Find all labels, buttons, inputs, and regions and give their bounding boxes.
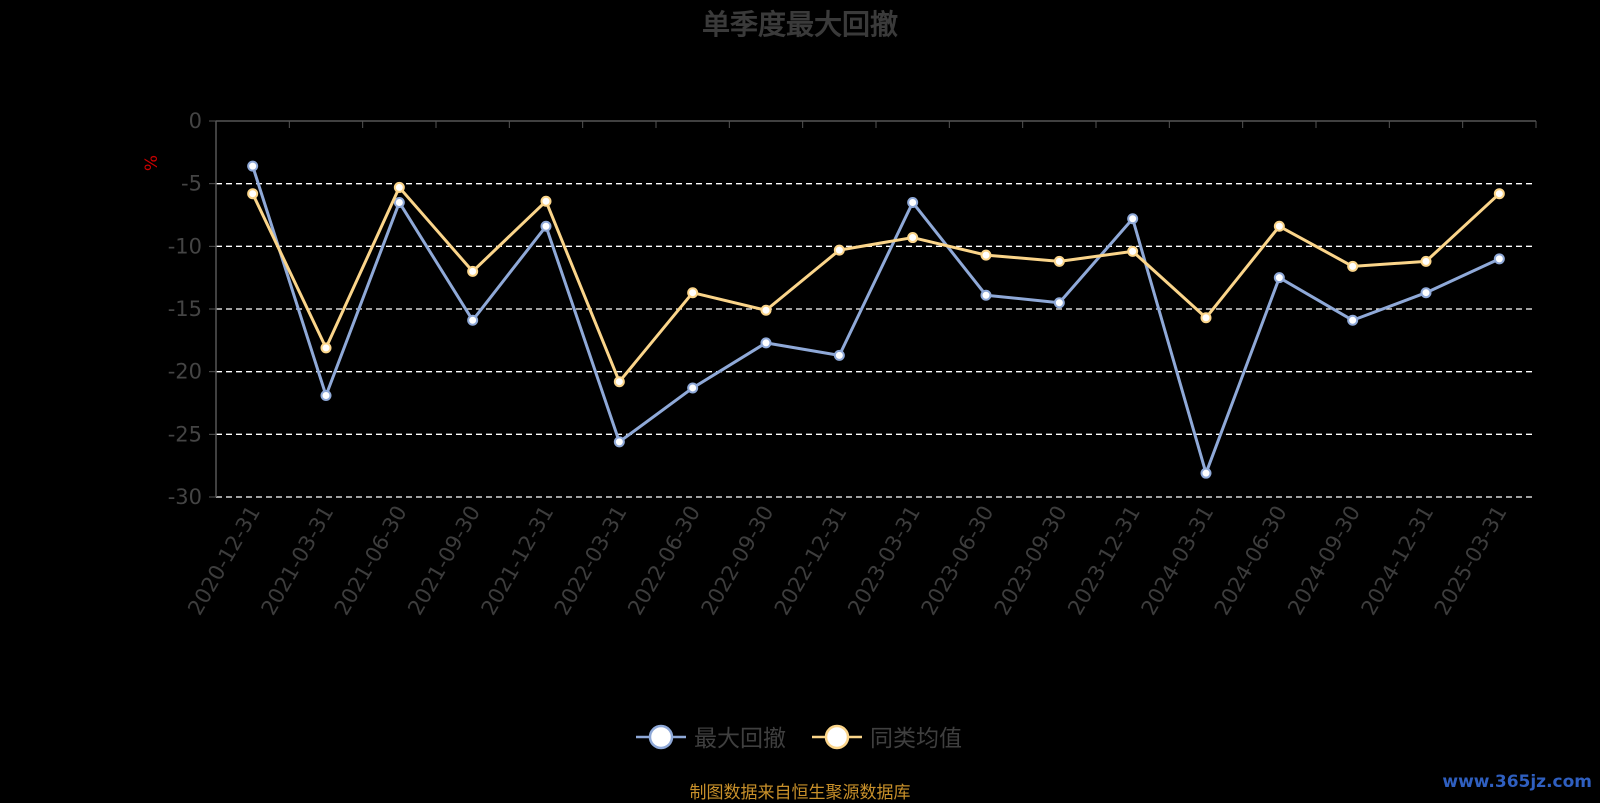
data-point: [393, 181, 405, 193]
series-line: [251, 185, 1501, 384]
data-source-note: 制图数据来自恒生聚源数据库: [689, 783, 911, 803]
data-point: [1493, 188, 1505, 200]
data-point: [833, 349, 845, 361]
series-layer: [247, 160, 1505, 479]
x-tick-label: 2021-09-30: [403, 502, 485, 620]
y-tick-label: 0: [189, 109, 202, 133]
data-point: [320, 342, 332, 354]
data-point: [1273, 272, 1285, 284]
data-point: [540, 195, 552, 207]
data-point: [393, 196, 405, 208]
x-tick-label: 2023-03-31: [843, 502, 925, 620]
data-point: [1200, 312, 1212, 324]
data-point: [1053, 297, 1065, 309]
data-point: [320, 389, 332, 401]
x-tick-label: 2022-03-31: [550, 502, 632, 620]
x-tick-label: 2021-12-31: [477, 502, 559, 620]
y-tick-label: -30: [168, 485, 202, 509]
y-tick-label: -20: [168, 360, 202, 384]
x-tick-label: 2023-12-31: [1063, 502, 1145, 620]
x-tick-label: 2024-03-31: [1137, 502, 1219, 620]
x-tick-label: 2024-09-30: [1283, 502, 1365, 620]
y-tick-label: -5: [181, 172, 202, 196]
data-point: [1127, 213, 1139, 225]
data-point: [980, 249, 992, 261]
x-tick-label: 2023-06-30: [917, 502, 999, 620]
chart-title: 单季度最大回撤: [702, 8, 898, 41]
legend-label: 同类均值: [870, 726, 962, 752]
data-point: [980, 289, 992, 301]
data-point: [467, 314, 479, 326]
data-point: [467, 265, 479, 277]
legend-label: 最大回撤: [694, 726, 786, 752]
x-tick-label: 2024-12-31: [1357, 502, 1439, 620]
data-point: [540, 220, 552, 232]
grid-lines: [216, 183, 1536, 498]
y-axis-unit: %: [142, 155, 162, 171]
data-point: [687, 382, 699, 394]
data-point: [613, 376, 625, 388]
data-point: [907, 232, 919, 244]
data-point: [907, 196, 919, 208]
y-axis-ticks: 0 -5 -10 -15 -20 -25 -30: [168, 109, 216, 509]
x-tick-label: 2024-06-30: [1210, 502, 1292, 620]
data-point: [760, 304, 772, 316]
x-tick-label: 2021-06-30: [330, 502, 412, 620]
legend-marker: [824, 724, 850, 750]
x-axis-ticks: 2020-12-312021-03-312021-06-302021-09-30…: [183, 121, 1537, 620]
series-line: [251, 165, 1500, 475]
data-point: [247, 188, 259, 200]
x-tick-label: 2022-12-31: [770, 502, 852, 620]
legend-item[interactable]: 最大回撤: [636, 724, 786, 752]
x-tick-label: 2025-03-31: [1430, 502, 1512, 620]
legend-marker: [648, 724, 674, 750]
x-tick-label: 2021-03-31: [257, 502, 339, 620]
x-tick-label: 2022-09-30: [697, 502, 779, 620]
y-tick-label: -25: [168, 422, 202, 446]
x-tick-label: 2020-12-31: [183, 502, 265, 620]
data-point: [760, 337, 772, 349]
y-tick-label: -15: [168, 297, 202, 321]
data-point: [1053, 255, 1065, 267]
data-point: [1420, 255, 1432, 267]
data-point: [1127, 245, 1139, 257]
legend[interactable]: 最大回撤 同类均值: [636, 724, 962, 752]
legend-item[interactable]: 同类均值: [812, 724, 962, 752]
data-point: [247, 160, 259, 172]
data-point: [1347, 260, 1359, 272]
x-tick-label: 2022-06-30: [623, 502, 705, 620]
data-point: [1347, 314, 1359, 326]
x-tick-label: 2023-09-30: [990, 502, 1072, 620]
data-point: [1273, 220, 1285, 232]
data-point: [1420, 287, 1432, 299]
data-point: [833, 244, 845, 256]
data-point: [1493, 253, 1505, 265]
watermark: www.365jz.com: [1442, 772, 1592, 792]
data-point: [613, 436, 625, 448]
y-tick-label: -10: [168, 234, 202, 258]
data-point: [687, 287, 699, 299]
data-point: [1200, 467, 1212, 479]
